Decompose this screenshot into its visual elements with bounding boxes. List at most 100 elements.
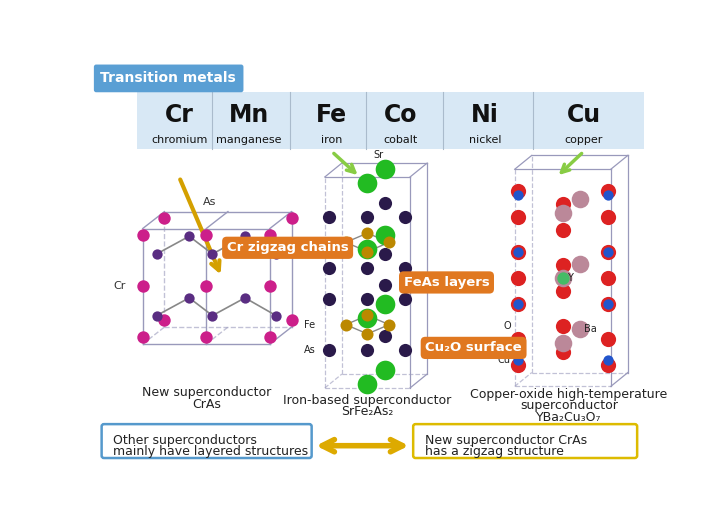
Point bbox=[379, 365, 390, 374]
Point bbox=[512, 191, 523, 200]
Point bbox=[379, 281, 390, 290]
Text: Transition metals: Transition metals bbox=[100, 71, 236, 86]
Point bbox=[361, 314, 373, 322]
Text: cobalt: cobalt bbox=[384, 135, 418, 145]
Point bbox=[361, 330, 373, 338]
Text: Cr zigzag chains: Cr zigzag chains bbox=[227, 242, 348, 254]
Point bbox=[200, 282, 212, 290]
Point bbox=[286, 214, 297, 223]
Point bbox=[557, 260, 569, 269]
Point bbox=[239, 232, 251, 240]
Point bbox=[270, 311, 282, 320]
Text: mainly have layered structures: mainly have layered structures bbox=[113, 445, 308, 458]
Text: Other superconductors: Other superconductors bbox=[113, 434, 257, 447]
Point bbox=[383, 320, 395, 329]
Text: Cr: Cr bbox=[113, 281, 126, 291]
Point bbox=[184, 293, 195, 302]
Point bbox=[400, 346, 411, 354]
Point bbox=[379, 230, 390, 239]
Point bbox=[158, 214, 170, 223]
Point bbox=[512, 274, 523, 282]
Point bbox=[379, 165, 390, 174]
Point bbox=[151, 311, 163, 320]
Point bbox=[379, 249, 390, 258]
Point bbox=[557, 287, 569, 295]
Point bbox=[400, 264, 411, 272]
Point bbox=[324, 264, 336, 272]
Point bbox=[383, 238, 395, 247]
Text: Ni: Ni bbox=[472, 103, 499, 128]
Point bbox=[602, 248, 613, 256]
Point bbox=[137, 231, 148, 239]
Text: manganese: manganese bbox=[216, 135, 282, 145]
Point bbox=[557, 200, 569, 208]
Text: iron: iron bbox=[321, 135, 343, 145]
Text: has a zigzag structure: has a zigzag structure bbox=[425, 445, 564, 458]
Point bbox=[324, 295, 336, 303]
Point bbox=[184, 232, 195, 240]
Point bbox=[361, 264, 373, 272]
Text: Sr: Sr bbox=[374, 150, 384, 160]
Point bbox=[264, 231, 276, 239]
Point bbox=[512, 300, 523, 308]
Point bbox=[361, 247, 373, 256]
Text: Cu: Cu bbox=[498, 355, 510, 365]
Point bbox=[557, 274, 569, 282]
Point bbox=[574, 325, 585, 333]
Text: Copper-oxide high-temperature: Copper-oxide high-temperature bbox=[470, 387, 667, 401]
Text: CrAs: CrAs bbox=[192, 397, 221, 411]
Point bbox=[512, 334, 523, 343]
Point bbox=[557, 321, 569, 330]
Point bbox=[361, 380, 373, 388]
Point bbox=[379, 199, 390, 207]
Text: Y: Y bbox=[567, 273, 572, 283]
Point bbox=[324, 213, 336, 221]
Point bbox=[602, 361, 613, 369]
Point bbox=[264, 333, 276, 341]
Point bbox=[207, 311, 218, 320]
Point bbox=[557, 339, 569, 347]
Point bbox=[361, 213, 373, 221]
Point bbox=[602, 187, 613, 195]
Point bbox=[602, 191, 613, 200]
Point bbox=[557, 226, 569, 234]
Point bbox=[200, 231, 212, 239]
Point bbox=[602, 356, 613, 364]
Text: Co: Co bbox=[384, 103, 418, 128]
Text: YBa₂Cu₃O₇: YBa₂Cu₃O₇ bbox=[536, 411, 602, 424]
Point bbox=[602, 300, 613, 308]
Point bbox=[361, 229, 373, 237]
Text: New superconductor: New superconductor bbox=[142, 386, 271, 399]
Point bbox=[512, 300, 523, 308]
Point bbox=[557, 348, 569, 356]
Point bbox=[158, 316, 170, 324]
Text: Iron-based superconductor: Iron-based superconductor bbox=[284, 394, 451, 407]
Text: Ba: Ba bbox=[584, 324, 596, 334]
Text: O: O bbox=[503, 321, 510, 331]
Point bbox=[512, 248, 523, 256]
Point bbox=[361, 346, 373, 354]
Point bbox=[379, 300, 390, 309]
Text: SrFe₂As₂: SrFe₂As₂ bbox=[341, 405, 394, 418]
Point bbox=[602, 274, 613, 282]
Point bbox=[361, 311, 373, 320]
Point bbox=[137, 333, 148, 341]
Point bbox=[239, 293, 251, 302]
Text: As: As bbox=[202, 197, 216, 207]
Point bbox=[512, 213, 523, 221]
Point bbox=[512, 356, 523, 364]
Text: nickel: nickel bbox=[469, 135, 502, 145]
Point bbox=[512, 248, 523, 256]
Point bbox=[286, 316, 297, 324]
Text: copper: copper bbox=[564, 135, 603, 145]
Point bbox=[207, 250, 218, 258]
Point bbox=[340, 320, 351, 329]
Text: Cu: Cu bbox=[567, 103, 600, 128]
Text: chromium: chromium bbox=[151, 135, 207, 145]
Point bbox=[361, 179, 373, 187]
Point bbox=[602, 213, 613, 221]
Point bbox=[512, 361, 523, 369]
Point bbox=[361, 295, 373, 303]
Text: superconductor: superconductor bbox=[520, 399, 618, 412]
Point bbox=[574, 260, 585, 268]
